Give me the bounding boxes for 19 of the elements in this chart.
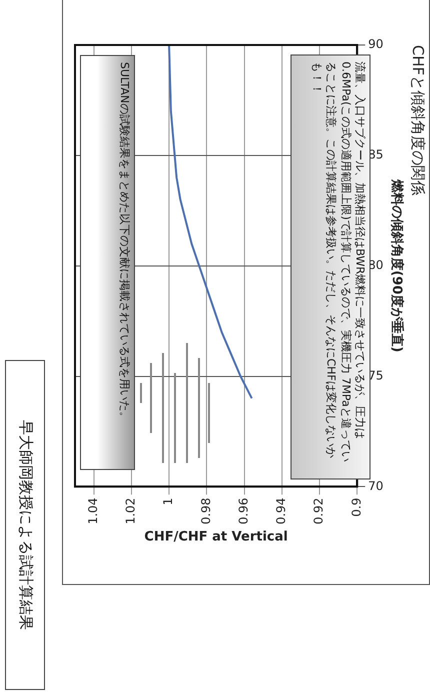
y-tick-label: 75 (368, 368, 384, 382)
x-tick-label: 1.04 (86, 498, 100, 524)
x-tick-label: 0.92 (312, 498, 326, 524)
x-tick-label: 1.02 (124, 498, 138, 524)
text-box: 早大師岡教授による試計算結果 (5, 360, 45, 690)
x-tick-label: 0.9 (349, 498, 364, 517)
x-tick-label: 0.94 (274, 498, 288, 524)
x-tick-label: 0.96 (236, 498, 250, 524)
y-tick-label: 70 (368, 478, 384, 493)
y-tick-label: 90 (368, 37, 384, 52)
text: CHFと傾斜角度の関係 (409, 45, 428, 196)
x-axis-title: CHF/CHF at Vertical (144, 530, 288, 545)
x-tick-label: 0.98 (198, 498, 213, 524)
text-box: SULTANの試験結果をまとめた以下の文献に掲載されている式を用いた。 (80, 54, 134, 470)
annotation: 流量、入口サブクール、加熱相当径はBWR燃料に一致させているが、圧力は0.6MPa(この式の適用範囲上限)で計算しているので、実機圧力 7MPaと違っていることに注意。この計算結果は参考扱い。ただし、そんなにCHFは変化しないかも！！ (309, 62, 366, 464)
annotation: SULTANの試験結果をまとめた以下の文献に掲載されている式を用いた。 (116, 62, 130, 422)
text-box: 流量、入口サブクール、加熱相当径はBWR燃料に一致させているが、圧力は0.6MPa(この式の適用範囲上限)で計算しているので、実機圧力 7MPaと違っていることに注意。この計算結果は参考扱い。ただし、そんなにCHFは変化しないかも！！ (290, 54, 370, 480)
x-tick-label: 1 (161, 498, 176, 506)
y-axis-title: 燃料の傾斜角度(90度が垂直) (388, 178, 405, 352)
